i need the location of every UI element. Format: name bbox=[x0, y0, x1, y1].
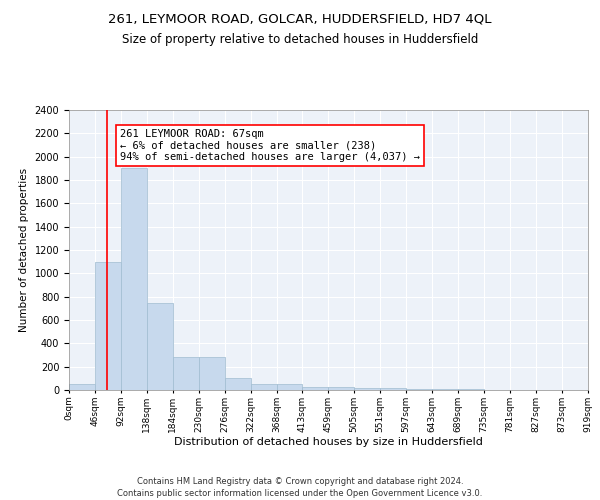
Bar bbox=[277, 384, 302, 390]
Bar bbox=[432, 389, 458, 390]
Text: 261, LEYMOOR ROAD, GOLCAR, HUDDERSFIELD, HD7 4QL: 261, LEYMOOR ROAD, GOLCAR, HUDDERSFIELD,… bbox=[108, 12, 492, 26]
Bar bbox=[121, 168, 147, 390]
Bar bbox=[225, 378, 251, 390]
Bar bbox=[147, 302, 173, 390]
Text: Size of property relative to detached houses in Huddersfield: Size of property relative to detached ho… bbox=[122, 32, 478, 46]
Y-axis label: Number of detached properties: Number of detached properties bbox=[19, 168, 29, 332]
Bar bbox=[199, 358, 225, 390]
Bar bbox=[354, 388, 380, 390]
Text: Contains HM Land Registry data © Crown copyright and database right 2024.
Contai: Contains HM Land Registry data © Crown c… bbox=[118, 476, 482, 498]
Bar bbox=[173, 358, 199, 390]
Bar bbox=[95, 262, 121, 390]
Bar bbox=[328, 387, 354, 390]
Bar bbox=[302, 386, 328, 390]
X-axis label: Distribution of detached houses by size in Huddersfield: Distribution of detached houses by size … bbox=[174, 438, 483, 448]
Bar bbox=[251, 384, 277, 390]
Bar bbox=[380, 388, 406, 390]
Text: 261 LEYMOOR ROAD: 67sqm
← 6% of detached houses are smaller (238)
94% of semi-de: 261 LEYMOOR ROAD: 67sqm ← 6% of detached… bbox=[120, 128, 420, 162]
Bar bbox=[69, 384, 95, 390]
Bar bbox=[406, 389, 432, 390]
